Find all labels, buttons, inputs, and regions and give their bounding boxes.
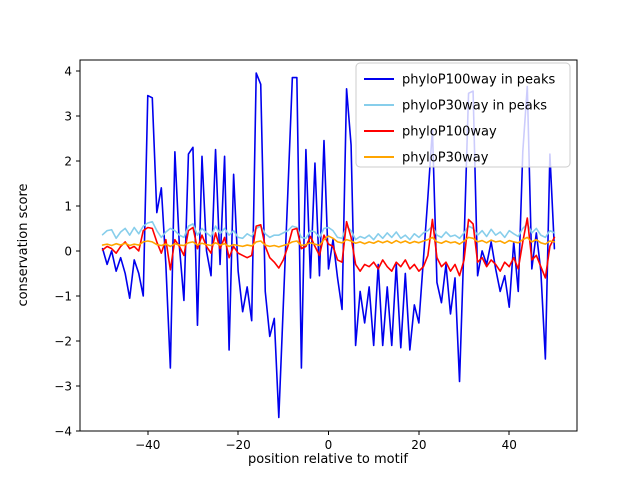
y-tick-label: 0 xyxy=(64,244,72,258)
y-tick-label: 4 xyxy=(64,64,72,78)
legend-label-0: phyloP100way in peaks xyxy=(402,73,556,88)
legend-label-1: phyloP30way in peaks xyxy=(402,99,547,114)
y-tick-label: −2 xyxy=(54,334,72,348)
line-series-1 xyxy=(101,220,556,241)
y-axis-ticks: −4 −3 −2 −1 0 1 2 3 4 xyxy=(54,64,80,439)
y-tick-label: 1 xyxy=(64,199,72,213)
line-series-3 xyxy=(101,235,556,248)
y-tick-label: −4 xyxy=(54,425,72,439)
x-tick-label: 40 xyxy=(502,438,517,452)
legend-label-2: phyloP100way xyxy=(402,125,497,140)
legend-label-3: phyloP30way xyxy=(402,151,489,166)
data-series-group xyxy=(101,72,556,419)
x-tick-label: 20 xyxy=(411,438,426,452)
y-axis-label: conservation score xyxy=(16,183,31,306)
x-tick-label: 0 xyxy=(325,438,333,452)
x-tick-label: −20 xyxy=(225,438,250,452)
y-tick-label: 2 xyxy=(64,154,72,168)
y-tick-label: −3 xyxy=(54,379,72,393)
y-tick-label: 3 xyxy=(64,109,72,123)
x-axis-label: position relative to motif xyxy=(248,452,408,467)
legend: phyloP100way in peaks phyloP30way in peak… xyxy=(355,62,571,168)
line-series-0 xyxy=(101,72,556,419)
x-axis-ticks: −40 −20 0 20 40 xyxy=(135,431,517,452)
y-tick-label: −1 xyxy=(54,289,72,303)
legend-frame xyxy=(355,62,571,168)
x-tick-label: −40 xyxy=(135,438,160,452)
